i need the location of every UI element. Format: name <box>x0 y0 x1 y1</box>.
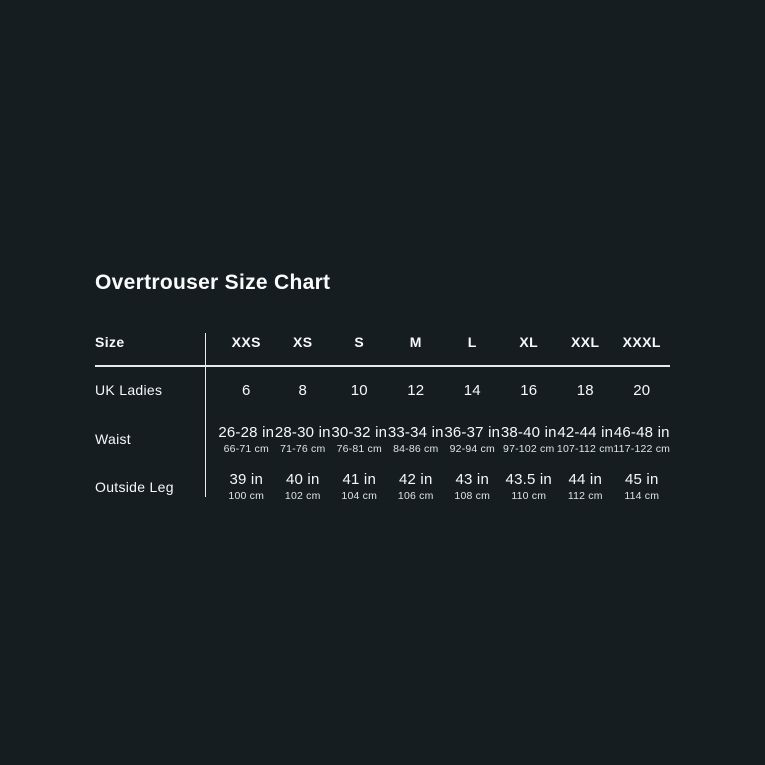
waist-cm-value: 107-112 cm <box>556 442 614 455</box>
outside-leg-in-value: 40 in <box>285 471 320 488</box>
waist-cm-value: 97-102 cm <box>503 442 555 455</box>
outside-leg-cm-value: 102 cm <box>284 490 321 502</box>
outside-leg-value-xs: 40 in 102 cm <box>275 463 332 510</box>
waist-in-value: 42-44 in <box>557 423 614 441</box>
outside-leg-value-m: 42 in 106 cm <box>388 463 445 510</box>
header-cell-xs: XS <box>293 334 313 350</box>
outside-leg-value-xxl: 44 in 112 cm <box>557 463 614 510</box>
header-cell-xxl: XXL <box>571 334 600 350</box>
header-cell-s: S <box>354 334 365 350</box>
header-cell-size: Size <box>95 334 125 350</box>
outside-leg-in-value: 42 in <box>398 471 433 488</box>
waist-cm-value: 117-122 cm <box>613 442 671 455</box>
header-cell-xxs: XXS <box>231 334 261 350</box>
outside-leg-cm-value: 112 cm <box>567 490 603 502</box>
uk-ladies-value-s: 10 <box>350 381 368 399</box>
label-column-divider-line <box>205 333 206 497</box>
header-cell-xl: XL <box>519 334 539 350</box>
waist-in-value: 33-34 in <box>387 423 444 441</box>
waist-cm-value: 76-81 cm <box>336 442 382 455</box>
waist-in-value: 38-40 in <box>500 423 557 441</box>
waist-value-xl: 38-40 in 97-102 cm <box>501 415 558 463</box>
outside-leg-in-value: 41 in <box>342 471 376 488</box>
header-cell-l: L <box>467 334 477 350</box>
outside-leg-in-value: 45 in <box>624 471 659 488</box>
uk-ladies-value-l: 14 <box>463 381 481 399</box>
page-title: Overtrouser Size Chart <box>95 271 331 295</box>
waist-value-xxl: 42-44 in 107-112 cm <box>557 415 614 463</box>
waist-value-xs: 28-30 in 71-76 cm <box>275 415 332 463</box>
waist-value-s: 30-32 in 76-81 cm <box>331 415 388 463</box>
waist-cm-value: 71-76 cm <box>280 442 326 455</box>
outside-leg-value-xxs: 39 in 100 cm <box>218 463 275 510</box>
waist-value-l: 36-37 in 92-94 cm <box>444 415 501 463</box>
outside-leg-cm-value: 106 cm <box>397 490 434 502</box>
waist-in-value: 46-48 in <box>613 423 670 441</box>
waist-value-xxxl: 46-48 in 117-122 cm <box>613 415 671 463</box>
waist-cm-value: 66-71 cm <box>223 442 269 455</box>
header-cell-xxxl: XXXL <box>622 334 661 350</box>
outside-leg-value-l: 43 in 108 cm <box>444 463 501 510</box>
waist-in-value: 26-28 in <box>218 423 275 441</box>
row-label-outside-leg: Outside Leg <box>95 478 174 495</box>
outside-leg-cm-value: 110 cm <box>511 490 547 502</box>
outside-leg-in-value: 44 in <box>568 471 602 488</box>
uk-ladies-value-xxs: 6 <box>241 381 251 399</box>
size-chart-table: Size XXS XS S M L XL XXL XXXL UK Ladies … <box>95 319 670 510</box>
outside-leg-value-xxxl: 45 in 114 cm <box>614 463 671 510</box>
outside-leg-value-s: 41 in 104 cm <box>331 463 388 510</box>
uk-ladies-value-xl: 16 <box>520 381 538 399</box>
header-divider-line <box>95 365 670 367</box>
waist-value-m: 33-34 in 84-86 cm <box>388 415 445 463</box>
row-label-uk-ladies: UK Ladies <box>95 382 163 398</box>
outside-leg-in-value: 43.5 in <box>505 471 552 488</box>
outside-leg-cm-value: 104 cm <box>341 490 378 502</box>
outside-leg-value-xl: 43.5 in 110 cm <box>501 463 558 510</box>
outside-leg-cm-value: 108 cm <box>454 490 491 502</box>
row-label-waist: Waist <box>95 431 131 447</box>
waist-cm-value: 92-94 cm <box>449 442 495 455</box>
waist-value-xxs: 26-28 in 66-71 cm <box>218 415 275 463</box>
uk-ladies-value-xxxl: 20 <box>633 381 651 399</box>
uk-ladies-value-m: 12 <box>407 381 425 399</box>
header-cell-m: M <box>409 334 422 350</box>
uk-ladies-value-xs: 8 <box>298 381 308 399</box>
outside-leg-in-value: 39 in <box>229 471 263 488</box>
waist-in-value: 36-37 in <box>444 423 501 441</box>
outside-leg-cm-value: 100 cm <box>228 490 265 502</box>
waist-cm-value: 84-86 cm <box>393 442 439 455</box>
uk-ladies-value-xxl: 18 <box>576 381 594 399</box>
waist-in-value: 30-32 in <box>331 423 388 441</box>
outside-leg-cm-value: 114 cm <box>624 490 660 502</box>
outside-leg-in-value: 43 in <box>455 471 489 488</box>
waist-in-value: 28-30 in <box>274 423 331 441</box>
